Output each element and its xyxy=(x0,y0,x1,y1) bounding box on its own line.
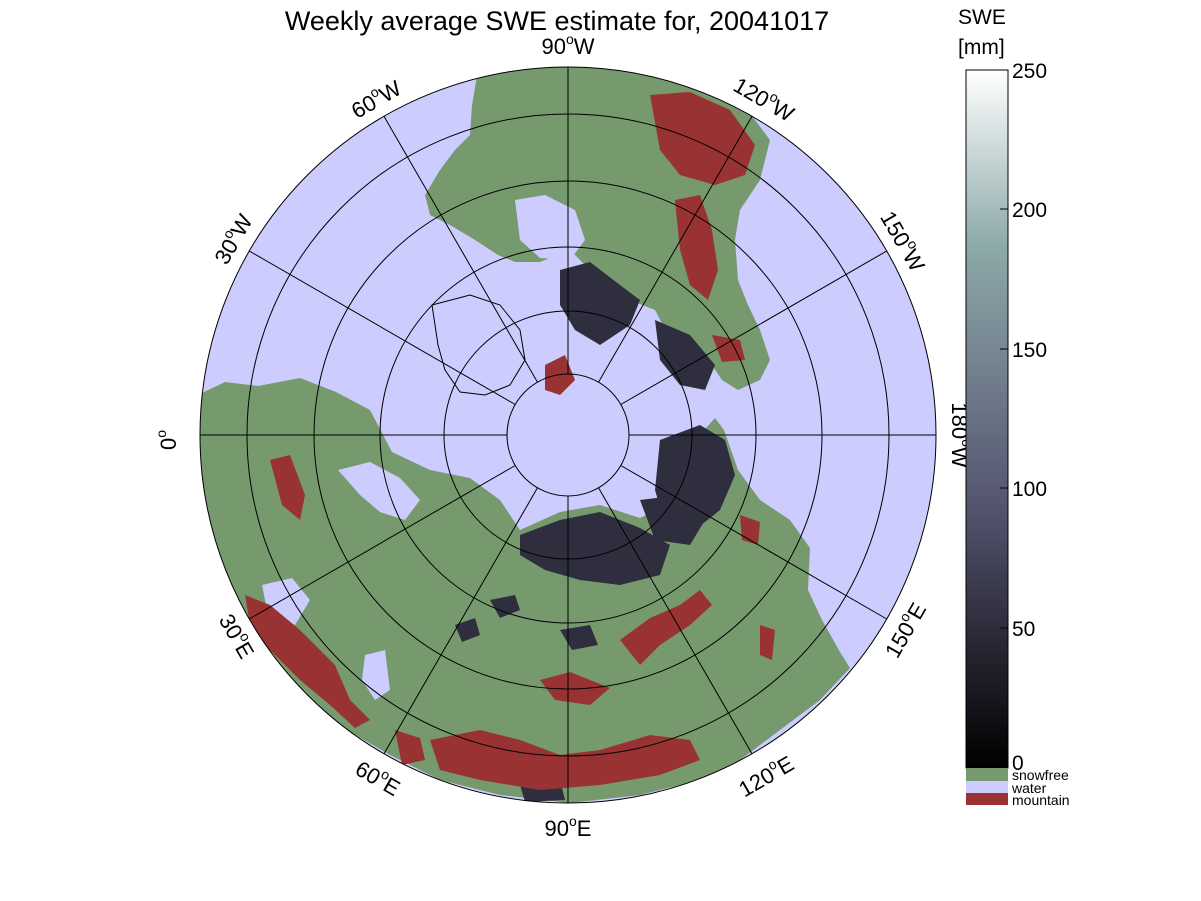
map-boundary xyxy=(199,66,937,804)
colorbar-gradient xyxy=(965,69,1009,769)
legend-swatch-water xyxy=(966,781,1008,793)
baltic-sea xyxy=(338,462,420,520)
legend-label-mountain: mountain xyxy=(1012,792,1070,808)
legend-swatch-snowfree xyxy=(966,768,1008,781)
colorbar-title-line2: [mm] xyxy=(958,36,1005,59)
colorbar-tick-100: 100 xyxy=(1012,478,1047,501)
colorbar-tick-250: 250 xyxy=(1012,60,1047,83)
lon-label-90w: 90oW xyxy=(541,31,594,59)
colorbar-tick-200: 200 xyxy=(1012,199,1047,222)
colorbar-tick-0: 0 xyxy=(1012,752,1024,775)
lon-label-90e: 90oE xyxy=(545,813,592,841)
colorbar-tick-150: 150 xyxy=(1012,339,1047,362)
colorbar-tick-50: 50 xyxy=(1012,618,1035,641)
colorbar-title-line1: SWE xyxy=(958,6,1006,29)
map-title: Weekly average SWE estimate for, 2004101… xyxy=(285,6,829,36)
legend-label-snowfree: snowfree xyxy=(1012,767,1069,783)
polar-map xyxy=(200,67,936,803)
legend-label-water: water xyxy=(1011,780,1047,796)
colorbar: SWE [mm] 250 200 150 100 50 0 snowfree w… xyxy=(958,6,1070,808)
snow-cover xyxy=(455,262,735,802)
lon-label-0: 0o xyxy=(153,430,181,450)
legend-swatch-mountain xyxy=(966,793,1008,805)
colorbar-ticks xyxy=(1000,69,1008,768)
meridian-lines xyxy=(200,67,936,803)
